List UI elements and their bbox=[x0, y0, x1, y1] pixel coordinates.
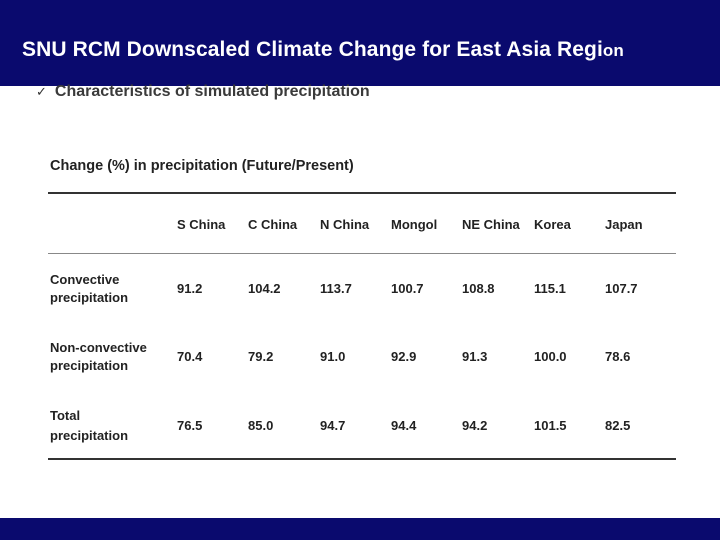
table-cell: 91.0 bbox=[320, 349, 346, 364]
table-cell: 94.7 bbox=[320, 418, 346, 433]
table-header-rule bbox=[48, 253, 676, 254]
bullet-line: ✓ Characteristics of simulated precipitat… bbox=[36, 83, 370, 101]
column-header: Japan bbox=[605, 217, 643, 232]
column-header: S China bbox=[177, 217, 226, 232]
table-bottom-rule bbox=[48, 458, 676, 460]
column-header: NE China bbox=[462, 217, 520, 232]
table-cell: 79.2 bbox=[248, 349, 274, 364]
slide-title-tail: on bbox=[602, 41, 624, 60]
column-header: C China bbox=[248, 217, 298, 232]
row-label-line2: precipitation bbox=[50, 358, 129, 373]
table-cell: 94.4 bbox=[391, 418, 417, 433]
row-label-line2: precipitation bbox=[50, 428, 129, 443]
bullet-text: Characteristics of simulated precipitati… bbox=[54, 83, 370, 100]
row-label-line2: precipitation bbox=[50, 290, 129, 305]
table-cell: 82.5 bbox=[605, 418, 631, 433]
table-caption: Change (%) in precipitation (Future/Pres… bbox=[50, 158, 354, 174]
table-cell: 94.2 bbox=[462, 418, 488, 433]
table-cell: 91.2 bbox=[177, 281, 203, 296]
bottom-bar bbox=[0, 518, 720, 540]
table-cell: 115.1 bbox=[534, 281, 566, 296]
table-cell: 76.5 bbox=[177, 418, 203, 433]
row-label-line1: Total bbox=[50, 408, 81, 423]
row-label-line1: Non-convective bbox=[50, 340, 147, 355]
table-cell: 100.7 bbox=[391, 281, 424, 296]
table-cell: 78.6 bbox=[605, 349, 631, 364]
column-header: N China bbox=[320, 217, 370, 232]
checkmark-icon: ✓ bbox=[36, 84, 47, 99]
table-cell: 107.7 bbox=[605, 281, 638, 296]
row-label: Convective precipitation bbox=[50, 271, 128, 307]
table-top-rule bbox=[48, 192, 676, 194]
row-label-line1: Convective bbox=[50, 272, 120, 287]
table-cell: 100.0 bbox=[534, 349, 567, 364]
table-cell: 104.2 bbox=[248, 281, 281, 296]
row-label: Total precipitation bbox=[50, 406, 128, 446]
table-cell: 92.9 bbox=[391, 349, 417, 364]
table-cell: 113.7 bbox=[320, 281, 352, 296]
row-label: Non-convective precipitation bbox=[50, 339, 147, 375]
title-bar bbox=[0, 0, 720, 86]
table-cell: 70.4 bbox=[177, 349, 203, 364]
slide-title: SNU RCM Downscaled Climate Change for Ea… bbox=[22, 38, 624, 62]
column-header: Mongol bbox=[391, 217, 438, 232]
slide-title-main: SNU RCM Downscaled Climate Change for Ea… bbox=[22, 38, 603, 61]
table-cell: 85.0 bbox=[248, 418, 274, 433]
table-cell: 91.3 bbox=[462, 349, 488, 364]
table-cell: 108.8 bbox=[462, 281, 495, 296]
table-cell: 101.5 bbox=[534, 418, 567, 433]
column-header: Korea bbox=[534, 217, 571, 232]
